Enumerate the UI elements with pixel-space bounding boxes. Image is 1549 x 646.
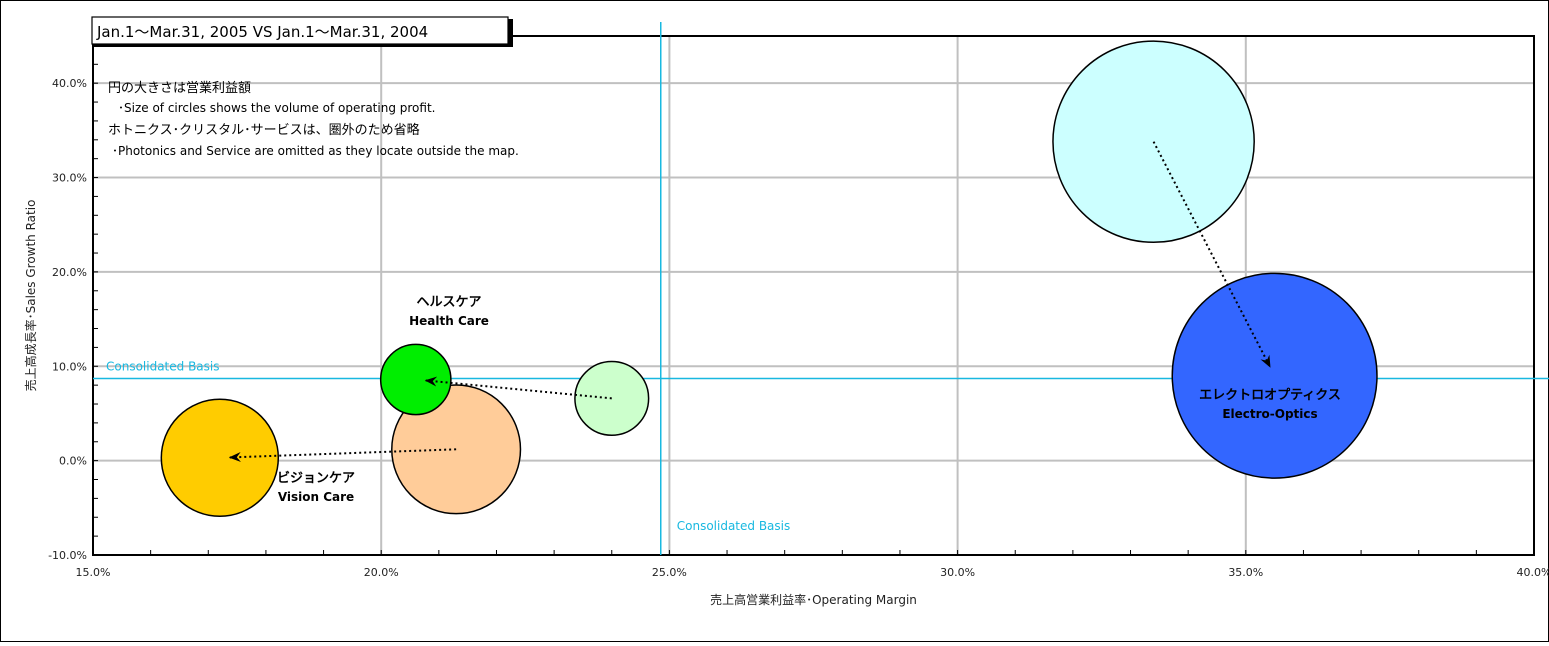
movement-arrow — [424, 376, 612, 400]
title-box-frame — [91, 16, 509, 45]
tick-labels: 15.0% 20.0% 25.0% 30.0% 35.0% 40.0% -10.0% 0.0%… — [48, 77, 1549, 579]
note-line-4: ･Photonics and Service are omitted as th… — [112, 144, 519, 158]
y-tick-label: 40.0% — [52, 77, 87, 90]
note-line-3: ホトニクス･クリスタル･サービスは、圏外のため省略 — [108, 122, 420, 138]
title-box: Jan.1～Mar.31, 2005 VS Jan.1～Mar.31, 2004 — [91, 16, 513, 47]
x-tick-label: 30.0% — [940, 566, 975, 579]
segment-label-en: Health Care — [409, 314, 489, 328]
x-tick-label: 35.0% — [1228, 566, 1263, 579]
x-axis-title: 売上高営業利益率･Operating Margin — [710, 592, 917, 607]
reference-label-horizontal: Consolidated Basis — [106, 360, 220, 374]
reference-lines: Consolidated Basis Consolidated Basis — [93, 22, 1549, 555]
y-tick-label: 30.0% — [52, 172, 87, 185]
x-tick-label: 25.0% — [652, 566, 687, 579]
segment-label-en: Electro-Optics — [1222, 407, 1317, 421]
segment-labels: ビジョンケア Vision Care ヘルスケア Health Care エレクトロオプ… — [277, 295, 1341, 504]
movement-arrow — [1152, 141, 1271, 368]
note-line-2: ･Size of circles shows the volume of ope… — [118, 101, 435, 115]
x-tick-label: 20.0% — [364, 566, 399, 579]
y-axis-title: 売上高成長率･Sales Growth Ratio — [23, 200, 38, 392]
x-tick-label: 15.0% — [76, 566, 111, 579]
x-tick-label: 40.0% — [1517, 566, 1549, 579]
segment-label-ja: ビジョンケア — [277, 470, 355, 486]
y-tick-label: 0.0% — [59, 455, 87, 468]
segment-label-en: Vision Care — [278, 490, 354, 504]
plot-area-frame — [92, 35, 1535, 556]
y-tick-label: -10.0% — [48, 549, 87, 562]
title-box-shadow-bottom — [94, 44, 513, 47]
title-box-shadow-right — [508, 19, 513, 45]
movement-arrows — [228, 141, 1271, 463]
reference-label-vertical: Consolidated Basis — [677, 519, 791, 533]
bubble-current — [379, 343, 452, 416]
bubble-current — [1171, 272, 1378, 479]
bubble-current — [160, 398, 280, 518]
segment-label-ja: エレクトロオプティクス — [1199, 388, 1341, 403]
note-line-1: 円の大きさは営業利益額 — [108, 80, 251, 96]
y-tick-label: 20.0% — [52, 266, 87, 279]
minor-ticks — [92, 44, 1535, 556]
chart-title: Jan.1～Mar.31, 2005 VS Jan.1～Mar.31, 2004 — [96, 23, 428, 41]
segment-label-ja: ヘルスケア — [416, 295, 481, 310]
y-tick-label: 10.0% — [52, 360, 87, 373]
notes: 円の大きさは営業利益額 ･Size of circles shows the v… — [108, 80, 519, 158]
